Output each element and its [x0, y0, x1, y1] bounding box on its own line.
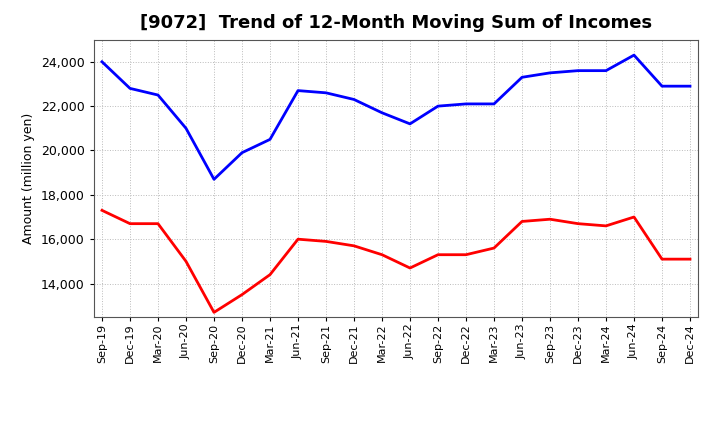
- Net Income: [322, 239, 330, 244]
- Net Income: [657, 257, 666, 262]
- Ordinary Income: [490, 101, 498, 106]
- Net Income: [266, 272, 274, 277]
- Ordinary Income: [602, 68, 611, 73]
- Net Income: [378, 252, 387, 257]
- Net Income: [210, 310, 218, 315]
- Ordinary Income: [181, 126, 190, 131]
- Ordinary Income: [518, 75, 526, 80]
- Ordinary Income: [462, 101, 470, 106]
- Net Income: [98, 208, 107, 213]
- Net Income: [462, 252, 470, 257]
- Ordinary Income: [574, 68, 582, 73]
- Ordinary Income: [322, 90, 330, 95]
- Net Income: [546, 216, 554, 222]
- Net Income: [238, 292, 246, 297]
- Net Income: [602, 223, 611, 228]
- Net Income: [405, 265, 414, 271]
- Ordinary Income: [266, 137, 274, 142]
- Ordinary Income: [350, 97, 359, 102]
- Title: [9072]  Trend of 12-Month Moving Sum of Incomes: [9072] Trend of 12-Month Moving Sum of I…: [140, 15, 652, 33]
- Ordinary Income: [294, 88, 302, 93]
- Ordinary Income: [126, 86, 135, 91]
- Net Income: [126, 221, 135, 226]
- Line: Ordinary Income: Ordinary Income: [102, 55, 690, 180]
- Ordinary Income: [378, 110, 387, 115]
- Net Income: [433, 252, 442, 257]
- Ordinary Income: [433, 103, 442, 109]
- Net Income: [490, 246, 498, 251]
- Ordinary Income: [685, 84, 694, 89]
- Ordinary Income: [153, 92, 162, 98]
- Net Income: [350, 243, 359, 249]
- Ordinary Income: [238, 150, 246, 155]
- Y-axis label: Amount (million yen): Amount (million yen): [22, 113, 35, 244]
- Net Income: [685, 257, 694, 262]
- Ordinary Income: [210, 177, 218, 182]
- Net Income: [153, 221, 162, 226]
- Ordinary Income: [546, 70, 554, 76]
- Ordinary Income: [98, 59, 107, 64]
- Net Income: [181, 259, 190, 264]
- Ordinary Income: [405, 121, 414, 127]
- Net Income: [574, 221, 582, 226]
- Ordinary Income: [630, 52, 639, 58]
- Net Income: [294, 237, 302, 242]
- Ordinary Income: [657, 84, 666, 89]
- Line: Net Income: Net Income: [102, 210, 690, 312]
- Net Income: [630, 214, 639, 220]
- Net Income: [518, 219, 526, 224]
